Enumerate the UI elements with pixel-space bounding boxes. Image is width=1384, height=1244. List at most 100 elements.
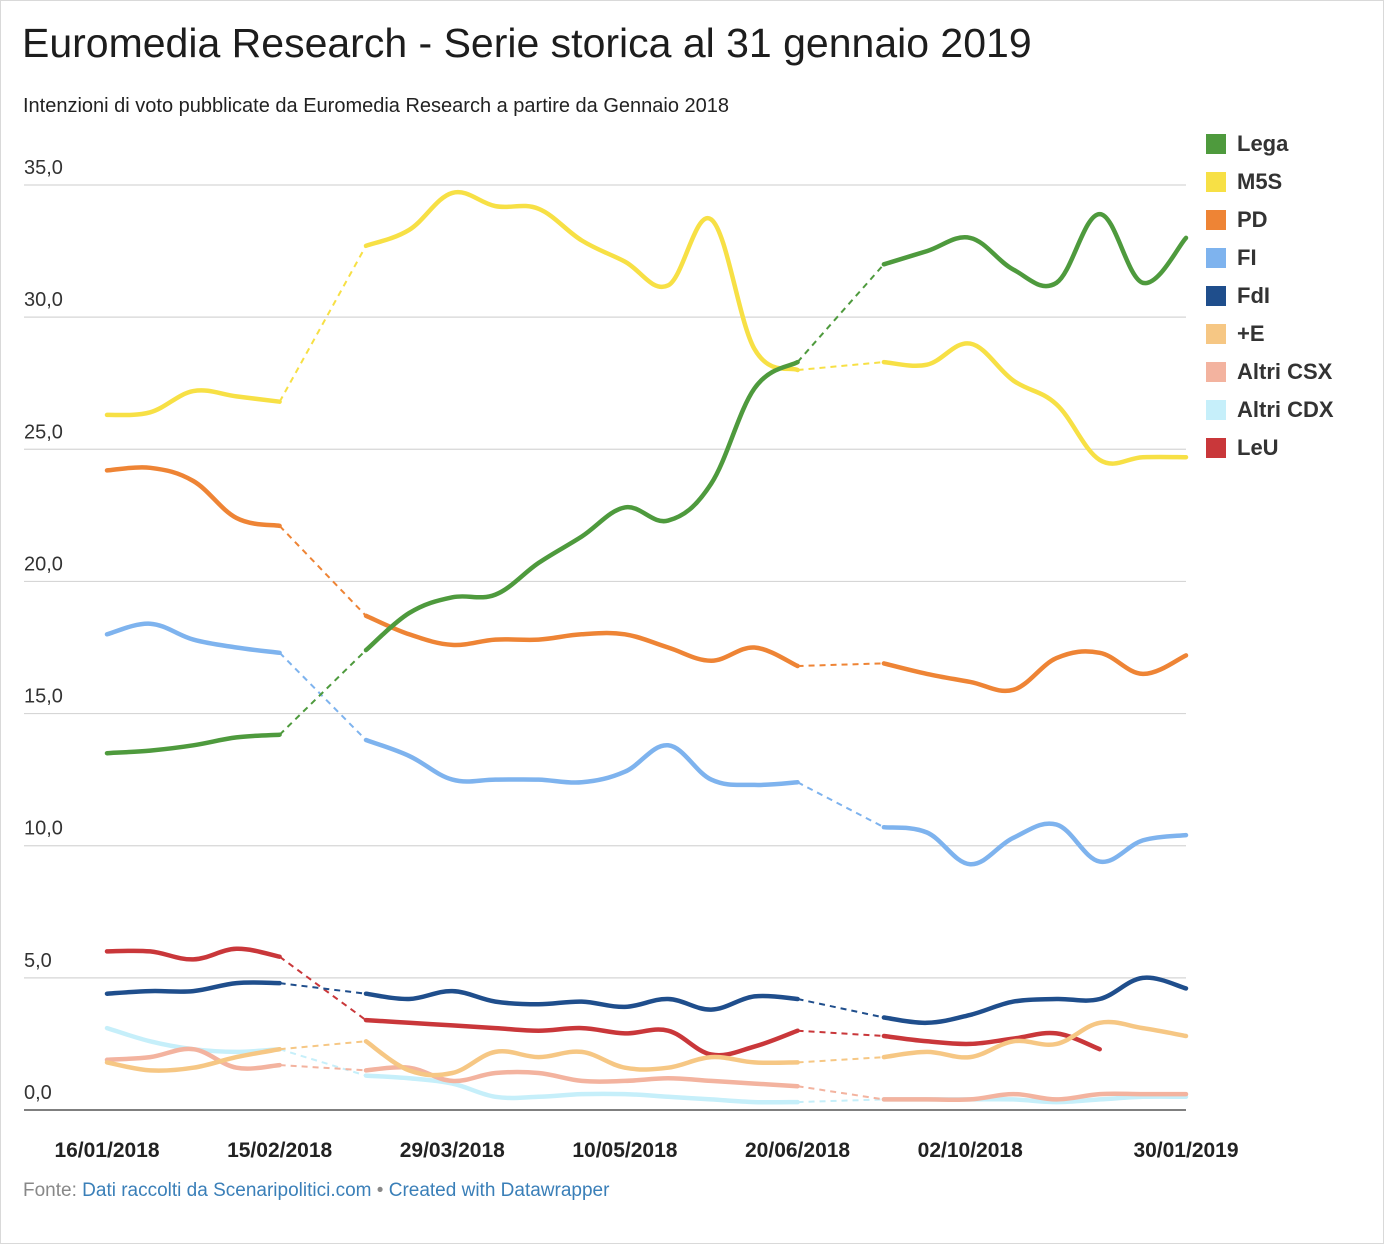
legend-swatch xyxy=(1206,210,1226,230)
gap-connector xyxy=(797,1098,884,1104)
legend-label: Altri CSX xyxy=(1237,359,1333,384)
legend-swatch xyxy=(1206,362,1226,382)
y-tick-label: 10,0 xyxy=(24,818,63,840)
legend-item: FdI xyxy=(1206,277,1334,315)
legend-label: FI xyxy=(1237,245,1257,270)
series-line xyxy=(104,946,282,962)
series-line xyxy=(363,988,800,1012)
series-line xyxy=(363,189,800,373)
footer-separator: • xyxy=(376,1180,384,1201)
legend-label: +E xyxy=(1237,321,1265,346)
series-line xyxy=(104,1046,282,1071)
legend-label: Altri CDX xyxy=(1237,397,1334,422)
legend-swatch xyxy=(1206,438,1226,458)
gap-connector xyxy=(797,1029,884,1037)
datawrapper-credit-link[interactable]: Created with Datawrapper xyxy=(388,1180,610,1201)
gap-connector xyxy=(797,662,884,667)
series-line xyxy=(363,1039,800,1078)
y-tick-label: 25,0 xyxy=(24,421,63,443)
gap-connector xyxy=(279,1040,367,1051)
series-altri-csx xyxy=(104,1046,1189,1103)
gap-connector xyxy=(797,998,885,1019)
x-tick-label: 30/01/2019 xyxy=(1133,1139,1238,1162)
legend-swatch xyxy=(1206,134,1226,154)
gap-connector xyxy=(279,955,367,1021)
x-tick-label: 10/05/2018 xyxy=(572,1139,677,1162)
y-tick-label: 35,0 xyxy=(24,157,63,179)
legend-label: PD xyxy=(1237,207,1268,232)
y-tick-label: 30,0 xyxy=(24,289,63,311)
series-line xyxy=(363,1073,800,1105)
gap-connector xyxy=(797,361,884,371)
series-line xyxy=(881,975,1189,1026)
gap-connector xyxy=(797,1056,884,1064)
series-m5s xyxy=(104,189,1189,466)
series-e xyxy=(104,1019,1189,1078)
legend-swatch xyxy=(1206,248,1226,268)
series-line xyxy=(104,465,282,529)
legend-label: M5S xyxy=(1237,169,1283,194)
legend-item: Altri CDX xyxy=(1206,391,1334,429)
series-line xyxy=(104,388,282,418)
legend-item: LeU xyxy=(1206,429,1334,467)
legend-item: Altri CSX xyxy=(1206,353,1334,391)
series-line xyxy=(881,1091,1189,1103)
series-line xyxy=(881,1019,1189,1060)
x-tick-label: 29/03/2018 xyxy=(400,1139,505,1162)
gap-connector xyxy=(278,649,367,736)
series-line xyxy=(363,1017,800,1058)
chart-title: Euromedia Research - Serie storica al 31… xyxy=(22,20,1032,66)
series-fi xyxy=(104,621,1189,867)
legend-label: Lega xyxy=(1237,131,1289,156)
x-tick-label: 20/06/2018 xyxy=(745,1139,850,1162)
x-tick-label: 02/10/2018 xyxy=(918,1139,1023,1162)
gap-connector xyxy=(279,982,367,995)
gap-connector xyxy=(278,652,367,741)
series-line xyxy=(881,211,1189,289)
gap-connector xyxy=(797,1085,885,1101)
legend-label: LeU xyxy=(1237,435,1279,460)
series-fdi xyxy=(104,975,1189,1026)
gap-connector xyxy=(279,1064,367,1072)
gap-connector xyxy=(796,263,885,363)
series-line xyxy=(104,621,282,656)
legend-swatch xyxy=(1206,400,1226,420)
legend-item: M5S xyxy=(1206,163,1334,201)
source-link[interactable]: Dati raccolti da Scenaripolitici.com xyxy=(82,1180,372,1201)
source-label: Fonte: xyxy=(23,1180,77,1201)
series-line xyxy=(104,980,282,996)
legend-swatch xyxy=(1206,172,1226,192)
series-line xyxy=(881,649,1189,694)
chart-footer: Fonte: Dati raccolti da Scenaripolitici.… xyxy=(23,1180,609,1202)
gap-connector xyxy=(279,1048,367,1077)
series-lega xyxy=(104,211,1189,756)
series-line xyxy=(363,613,800,669)
legend-swatch xyxy=(1206,324,1226,344)
series-line xyxy=(104,1046,282,1073)
gap-connector xyxy=(278,245,367,403)
y-tick-label: 0,0 xyxy=(24,1082,52,1104)
y-tick-label: 20,0 xyxy=(24,553,63,575)
chart-legend: Lega M5S PD FI FdI +E Altri CSX Altri CDX LeU xyxy=(1206,125,1334,467)
series-pd xyxy=(104,465,1189,694)
legend-item: PD xyxy=(1206,201,1334,239)
series-line xyxy=(104,732,282,756)
legend-item: +E xyxy=(1206,315,1334,353)
series-leu xyxy=(104,946,1102,1058)
legend-item: FI xyxy=(1206,239,1334,277)
y-tick-label: 5,0 xyxy=(24,950,52,972)
series-line xyxy=(363,737,800,788)
x-tick-label: 15/02/2018 xyxy=(227,1139,332,1162)
series-line xyxy=(881,1030,1102,1052)
series-line xyxy=(363,1065,800,1089)
legend-label: FdI xyxy=(1237,283,1270,308)
gap-connector xyxy=(797,781,885,829)
x-tick-label: 16/01/2018 xyxy=(54,1139,159,1162)
series-line xyxy=(363,359,800,653)
chart-subtitle: Intenzioni di voto pubblicate da Euromed… xyxy=(23,95,730,117)
legend-item: Lega xyxy=(1206,125,1334,163)
y-tick-label: 15,0 xyxy=(24,686,63,708)
series-line xyxy=(881,341,1189,466)
legend-swatch xyxy=(1206,286,1226,306)
